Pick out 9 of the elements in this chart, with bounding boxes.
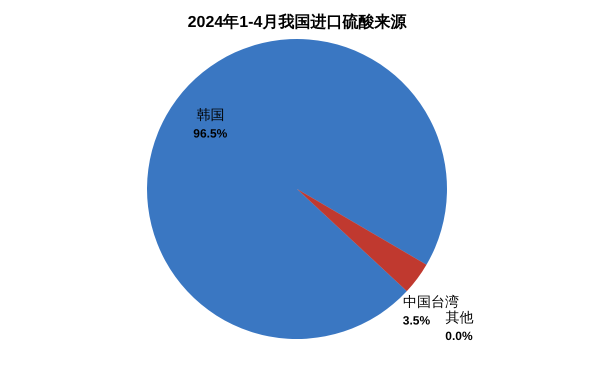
data-label: 96.5% <box>193 126 228 141</box>
slice-label: 韩国 <box>196 106 224 123</box>
category-label: 其他 <box>445 308 474 325</box>
pie-slice <box>297 189 426 292</box>
data-label: 3.5% <box>402 314 430 328</box>
slice-label: 中国台湾 <box>402 294 459 310</box>
text: 0.0% <box>445 328 473 343</box>
pie-slice <box>147 39 447 339</box>
chart-title: 2024年1-4月我国进口硫酸来源 <box>188 13 408 31</box>
